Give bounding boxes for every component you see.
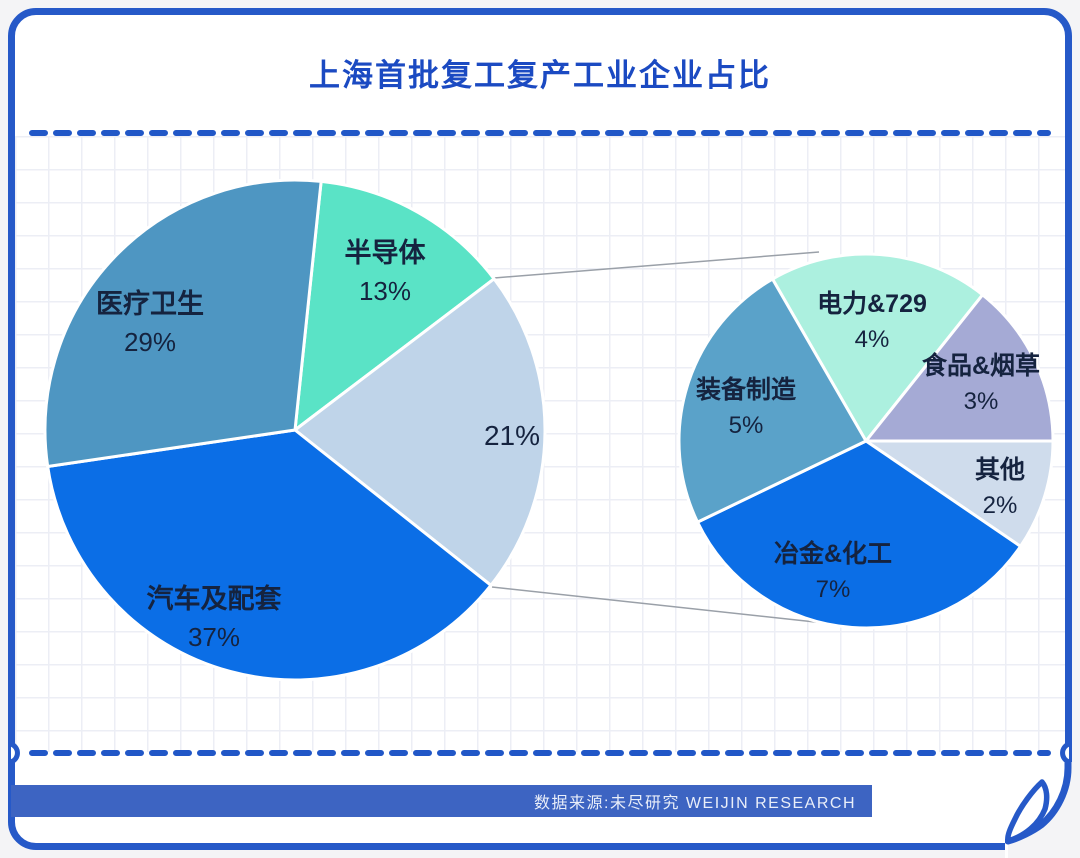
slice-name: 其他 <box>974 456 1026 484</box>
pie-slice-汽车及配套 <box>46 428 493 682</box>
pie-label-21%: 21% <box>484 417 540 455</box>
pie-slice-冶金&化工 <box>696 439 1023 630</box>
slice-value: 5% <box>728 412 764 439</box>
slice-value: 29% <box>123 327 177 357</box>
slice-value: 3% <box>963 388 999 415</box>
pie-label-医疗卫生: 医疗卫生 29% <box>96 285 204 361</box>
slice-value: 13% <box>358 276 412 306</box>
slice-value: 4% <box>854 326 890 353</box>
pie-label-其他: 其他 2% <box>975 452 1025 524</box>
pie-label-汽车及配套: 汽车及配套 37% <box>147 580 282 656</box>
slice-name: 冶金&化工 <box>773 540 893 568</box>
pie-label-电力&729: 电力&729 4% <box>817 286 927 358</box>
pie-slice-半导体 <box>293 179 496 432</box>
pie-slice-食品&烟草 <box>864 293 1055 443</box>
slice-name: 食品&烟草 <box>921 352 1041 380</box>
source-text: 数据来源:未尽研究 WEIJIN RESEARCH <box>534 795 856 812</box>
slice-name: 医疗卫生 <box>96 289 204 319</box>
slice-value: 21% <box>483 420 541 451</box>
main-pie <box>43 178 547 682</box>
pie-label-装备制造: 装备制造 5% <box>696 372 796 444</box>
slice-value: 7% <box>815 576 851 603</box>
pie-slice-医疗卫生 <box>43 178 323 469</box>
pie-label-半导体: 半导体 13% <box>345 234 426 310</box>
pie-label-冶金&化工: 冶金&化工 7% <box>774 536 892 608</box>
slice-name: 电力&729 <box>817 290 927 318</box>
slice-name: 装备制造 <box>695 376 797 404</box>
pie-slice-其他 <box>864 439 1055 548</box>
slice-value: 2% <box>982 492 1018 519</box>
pie-slice-装备制造 <box>677 277 868 524</box>
slice-value: 37% <box>187 622 241 652</box>
slice-name: 汽车及配套 <box>146 584 282 614</box>
slice-name: 半导体 <box>344 238 426 268</box>
source-bar: 数据来源:未尽研究 WEIJIN RESEARCH <box>11 785 872 817</box>
page-title: 上海首批复工复产工业企业占比 <box>309 58 771 93</box>
pie-slice-21% <box>293 277 547 587</box>
breakout-pie <box>677 252 1055 630</box>
pie-label-食品&烟草: 食品&烟草 3% <box>922 348 1040 420</box>
